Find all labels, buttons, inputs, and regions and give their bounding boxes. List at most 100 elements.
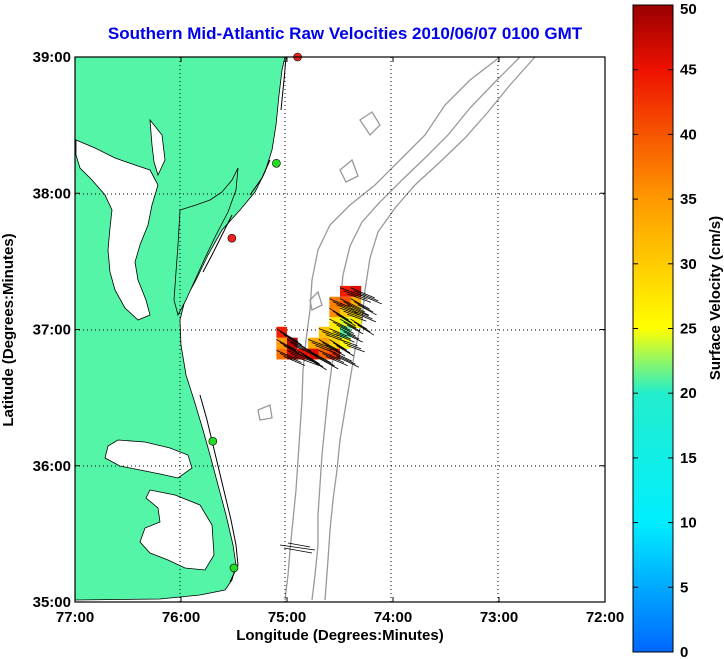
velocity-arrow	[332, 301, 355, 311]
velocity-arrow	[300, 353, 324, 368]
velocity-arrow	[315, 345, 336, 354]
velocity-arrow	[329, 318, 348, 328]
velocity-arrow	[286, 350, 312, 360]
velocity-arrow	[343, 331, 360, 340]
velocity-arrow	[283, 356, 306, 366]
velocity-arrow	[322, 331, 343, 340]
velocity-arrow	[318, 328, 339, 337]
velocity-arrow	[350, 298, 370, 310]
velocity-arrow	[339, 318, 357, 329]
velocity-arrow	[350, 287, 375, 299]
y-tick-label: 38:00	[33, 185, 71, 202]
velocity-arrow	[332, 342, 351, 354]
station-inactive-marker	[227, 233, 237, 243]
velocity-arrow	[336, 334, 355, 343]
y-tick-label: 35:00	[33, 594, 71, 611]
plot-area	[74, 52, 606, 603]
colorbar-tick-label: 25	[680, 321, 697, 338]
velocity-arrow	[357, 313, 377, 323]
colorbar	[632, 4, 674, 653]
y-tick-label: 39:00	[33, 49, 71, 66]
x-tick-label: 73:00	[480, 609, 518, 626]
colorbar-tick-label: 15	[680, 450, 697, 467]
y-axis-ticks: 35:00 36:00 37:00 38:00 39:00	[33, 49, 605, 611]
velocity-arrow	[350, 307, 369, 317]
velocity-arrow	[336, 356, 360, 368]
velocity-arrow	[276, 328, 299, 343]
colorbar-tick-label: 0	[680, 644, 688, 659]
velocity-arrow	[346, 324, 364, 335]
velocity-arrow	[353, 310, 373, 320]
hatteras-arrows	[279, 542, 316, 554]
velocity-arrow	[336, 313, 356, 327]
y-tick-label: 36:00	[33, 458, 71, 475]
delmarva-peninsula	[173, 167, 239, 317]
velocity-arrow	[293, 345, 319, 358]
y-tick-label: 37:00	[33, 322, 71, 339]
velocity-arrow	[346, 334, 363, 343]
velocity-arrow	[283, 334, 306, 349]
velocity-arrow	[322, 353, 345, 363]
velocity-arrow	[318, 339, 339, 351]
velocity-arrow	[332, 331, 352, 340]
colorbar-tick-label: 35	[680, 191, 697, 208]
colorbar-label: Surface Velocity (cm/s)	[707, 216, 724, 380]
velocity-arrow	[346, 313, 367, 322]
x-tick-label: 72:00	[586, 609, 624, 626]
velocity-arrow	[350, 318, 368, 330]
velocity-arrow	[346, 345, 365, 353]
x-tick-label: 74:00	[374, 609, 412, 626]
velocity-arrow	[357, 304, 377, 316]
velocity-arrow	[332, 321, 351, 331]
velocity-arrow	[325, 356, 348, 366]
x-tick-label: 76:00	[162, 609, 200, 626]
velocity-arrow	[311, 342, 333, 351]
velocity-arrow	[357, 293, 382, 305]
velocity-arrow	[293, 356, 320, 366]
velocity-arrow	[297, 350, 320, 365]
velocity-arrow	[329, 307, 349, 321]
velocity-arrow	[336, 345, 354, 357]
velocity-arrow	[343, 321, 360, 332]
velocity-arrow	[279, 331, 302, 346]
x-axis-label: Longitude (Degrees:Minutes)	[236, 627, 444, 644]
velocity-arrow	[290, 342, 315, 355]
velocity-arrow	[304, 356, 327, 371]
velocity-arrows	[276, 287, 382, 371]
velocity-arrow	[332, 353, 356, 365]
velocity-arrow	[322, 342, 342, 354]
velocity-arrow	[279, 353, 302, 363]
velocity-arrow	[336, 324, 355, 334]
velocity-arrow	[353, 290, 379, 302]
station-active-marker	[208, 436, 218, 446]
chart-title: Southern Mid-Atlantic Raw Velocities 201…	[108, 24, 583, 43]
velocity-arrow	[325, 345, 346, 357]
y-axis-label: Latitude (Degrees:Minutes)	[0, 233, 17, 426]
velocity-arrow	[283, 345, 304, 357]
velocity-arrow	[332, 310, 353, 324]
station-active-marker	[272, 158, 281, 168]
velocity-arrow	[329, 298, 351, 308]
velocity-arrow	[339, 298, 362, 310]
colorbar-tick-label: 45	[680, 62, 697, 79]
velocity-arrow	[276, 339, 297, 351]
colorbar-tick-label: 30	[680, 256, 697, 273]
x-tick-label: 77:00	[56, 609, 94, 626]
velocity-arrow	[357, 324, 375, 336]
velocity-arrow	[279, 342, 300, 354]
velocity-arrow	[343, 301, 366, 313]
colorbar-ticks: 0 5 10 15 20 25 30 35 40 45 50	[633, 1, 697, 659]
velocity-arrow	[308, 339, 329, 348]
velocity-arrow	[339, 339, 358, 347]
velocity-arrow	[343, 290, 368, 300]
barrier-islands	[199, 56, 287, 583]
velocity-arrow	[346, 304, 369, 316]
velocity-arrow	[286, 339, 312, 352]
velocity-arrow	[339, 328, 356, 337]
velocity-arrow	[336, 304, 358, 314]
velocity-arrow	[346, 293, 372, 303]
velocity-arrow	[315, 356, 339, 370]
velocity-arrow	[339, 307, 360, 316]
velocity-arrow	[343, 342, 362, 350]
